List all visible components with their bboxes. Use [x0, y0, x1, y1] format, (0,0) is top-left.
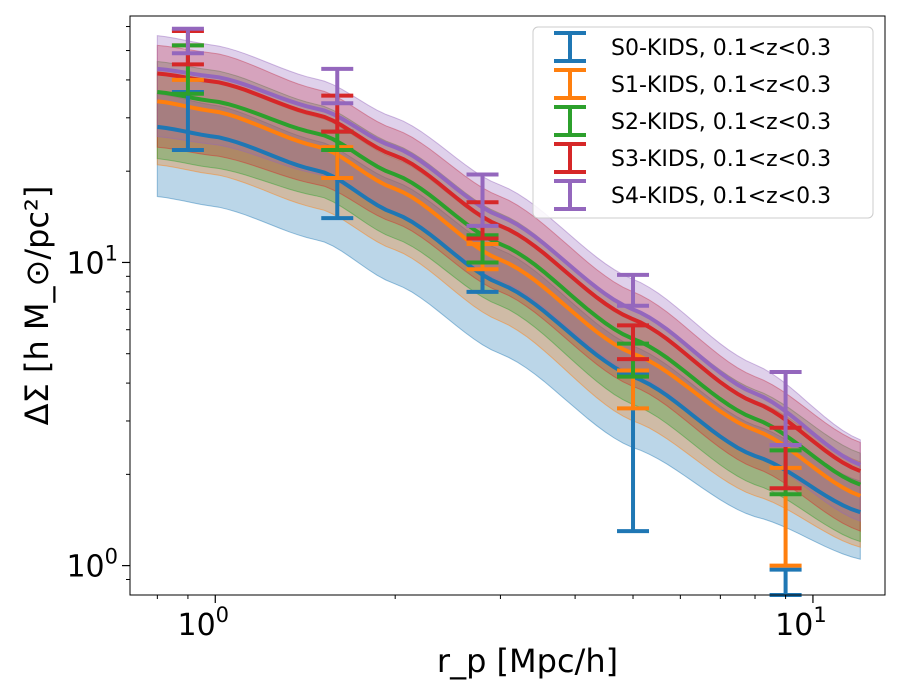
- band-0: [156, 93, 861, 560]
- model-lines: [157, 66, 862, 515]
- legend-label: S3-KIDS, 0.1<z<0.3: [611, 147, 831, 172]
- legend: S0-KIDS, 0.1<z<0.3 S1-KIDS, 0.1<z<0.3 S2-K…: [532, 26, 874, 219]
- model-line-1: [157, 99, 862, 498]
- x-tick-label: 100: [177, 603, 229, 643]
- axes: 100 101 100 101 r_p [Mpc/h] ΔΣ [h M_⊙/pc²]: [18, 15, 886, 680]
- model-line-0: [157, 124, 861, 515]
- x-tick-label: 101: [775, 603, 827, 643]
- errorbar-s4-p2: [466, 172, 499, 228]
- model-line-2: [157, 90, 862, 487]
- legend-box: [532, 26, 874, 219]
- errorbar-s4-p4: [769, 370, 802, 447]
- legend-label: S4-KIDS, 0.1<z<0.3: [611, 184, 831, 209]
- plot-frame: [129, 15, 886, 596]
- y-tick-label: 101: [66, 241, 118, 281]
- errorbar-s3-p3: [617, 323, 650, 362]
- errorbar-s0-p4: [769, 567, 802, 597]
- legend-entry-2: S2-KIDS, 0.1<z<0.3: [554, 105, 831, 137]
- legend-label: S1-KIDS, 0.1<z<0.3: [611, 73, 831, 98]
- y-axis-title: ΔΣ [h M_⊙/pc²]: [18, 186, 56, 426]
- band-2: [156, 60, 861, 543]
- legend-entry-4: S4-KIDS, 0.1<z<0.3: [554, 179, 831, 211]
- model-line-4: [157, 66, 862, 467]
- y-tick-label: 100: [66, 545, 118, 585]
- error-bars: [171, 26, 802, 597]
- legend-entry-0: S0-KIDS, 0.1<z<0.3: [554, 31, 831, 63]
- errorbar-s4-p3: [617, 272, 650, 308]
- legend-entry-3: S3-KIDS, 0.1<z<0.3: [554, 142, 831, 174]
- legend-label: S0-KIDS, 0.1<z<0.3: [611, 36, 831, 61]
- legend-label: S2-KIDS, 0.1<z<0.3: [611, 110, 831, 135]
- model-line-3: [157, 71, 862, 473]
- errorbar-s4-p1: [321, 66, 354, 106]
- errorbar-s4-p0: [171, 26, 204, 56]
- band-1: [156, 72, 861, 548]
- x-axis-title: r_p [Mpc/h]: [437, 642, 618, 680]
- legend-entry-1: S1-KIDS, 0.1<z<0.3: [554, 68, 831, 100]
